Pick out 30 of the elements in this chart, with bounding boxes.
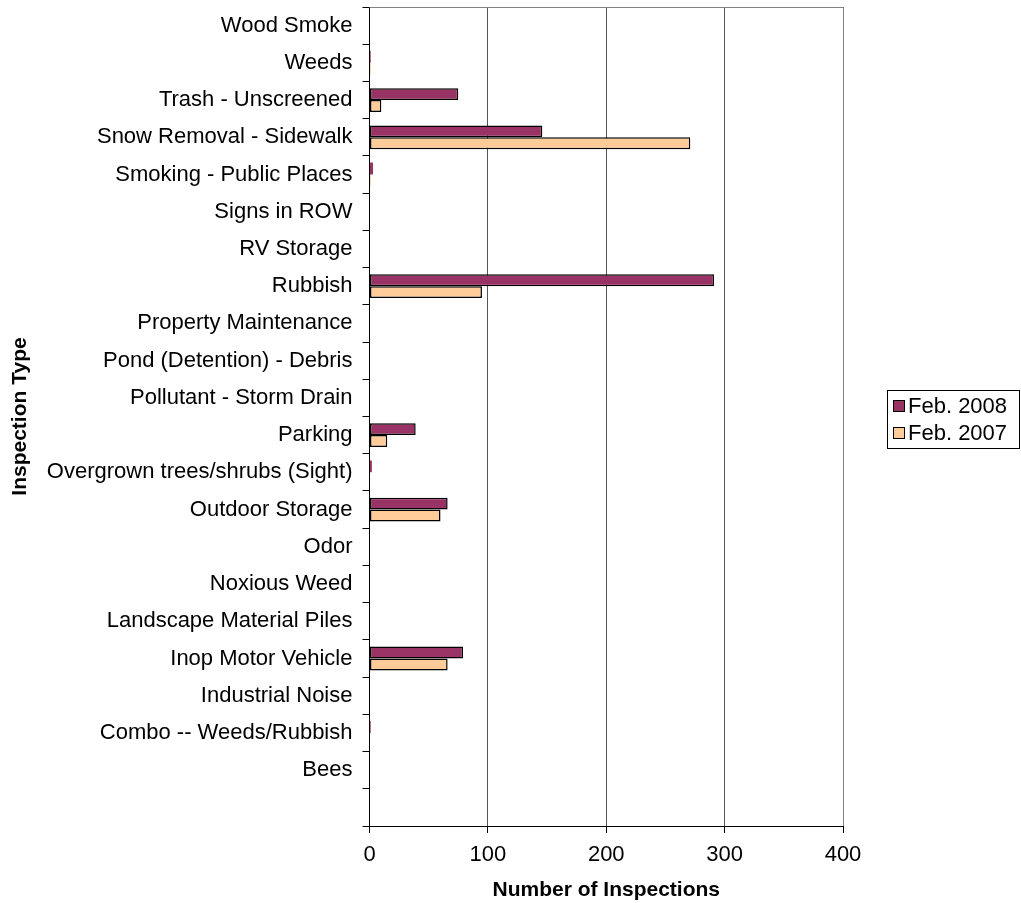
y-tick-label: Property Maintenance	[137, 309, 353, 335]
y-tick-label: RV Storage	[239, 235, 353, 261]
y-tick-label: Combo -- Weeds/Rubbish	[99, 718, 353, 744]
x-tick-label: 200	[587, 841, 625, 867]
y-tick-label: Outdoor Storage	[189, 495, 353, 521]
y-tick-label: Smoking - Public Places	[115, 160, 353, 186]
y-tick-label: Weeds	[284, 48, 353, 74]
y-tick-label: Bees	[302, 756, 353, 782]
y-tick-label: Landscape Material Piles	[106, 607, 353, 633]
y-tick-label: Snow Removal - Sidewalk	[96, 123, 354, 149]
x-axis-title: Number of Inspections	[492, 877, 721, 901]
y-tick-label: Odor	[303, 532, 353, 558]
y-tick-label: Signs in ROW	[214, 197, 353, 223]
x-tick-label: 100	[469, 841, 507, 867]
y-tick-label: Wood Smoke	[220, 11, 353, 37]
y-tick-label: Pollutant - Storm Drain	[129, 383, 353, 409]
x-tick-label: 0	[363, 841, 376, 867]
y-tick-label: Noxious Weed	[209, 570, 353, 596]
y-tick-label: Parking	[277, 421, 353, 447]
x-tick-label: 400	[824, 841, 862, 867]
y-tick-label: Overgrown trees/shrubs (Sight)	[46, 458, 353, 484]
y-tick-label: Industrial Noise	[200, 681, 353, 707]
x-tick-label: 300	[706, 841, 743, 867]
y-tick-label: Inop Motor Vehicle	[170, 644, 353, 670]
y-tick-label: Trash - Unscreened	[158, 86, 353, 112]
y-tick-label: Rubbish	[271, 272, 353, 298]
legend-label: Feb. 2007	[908, 419, 1008, 446]
legend-label: Feb. 2008	[908, 392, 1008, 419]
y-axis-title: Inspection Type	[7, 337, 31, 496]
y-tick-label: Pond (Detention) - Debris	[103, 346, 353, 372]
